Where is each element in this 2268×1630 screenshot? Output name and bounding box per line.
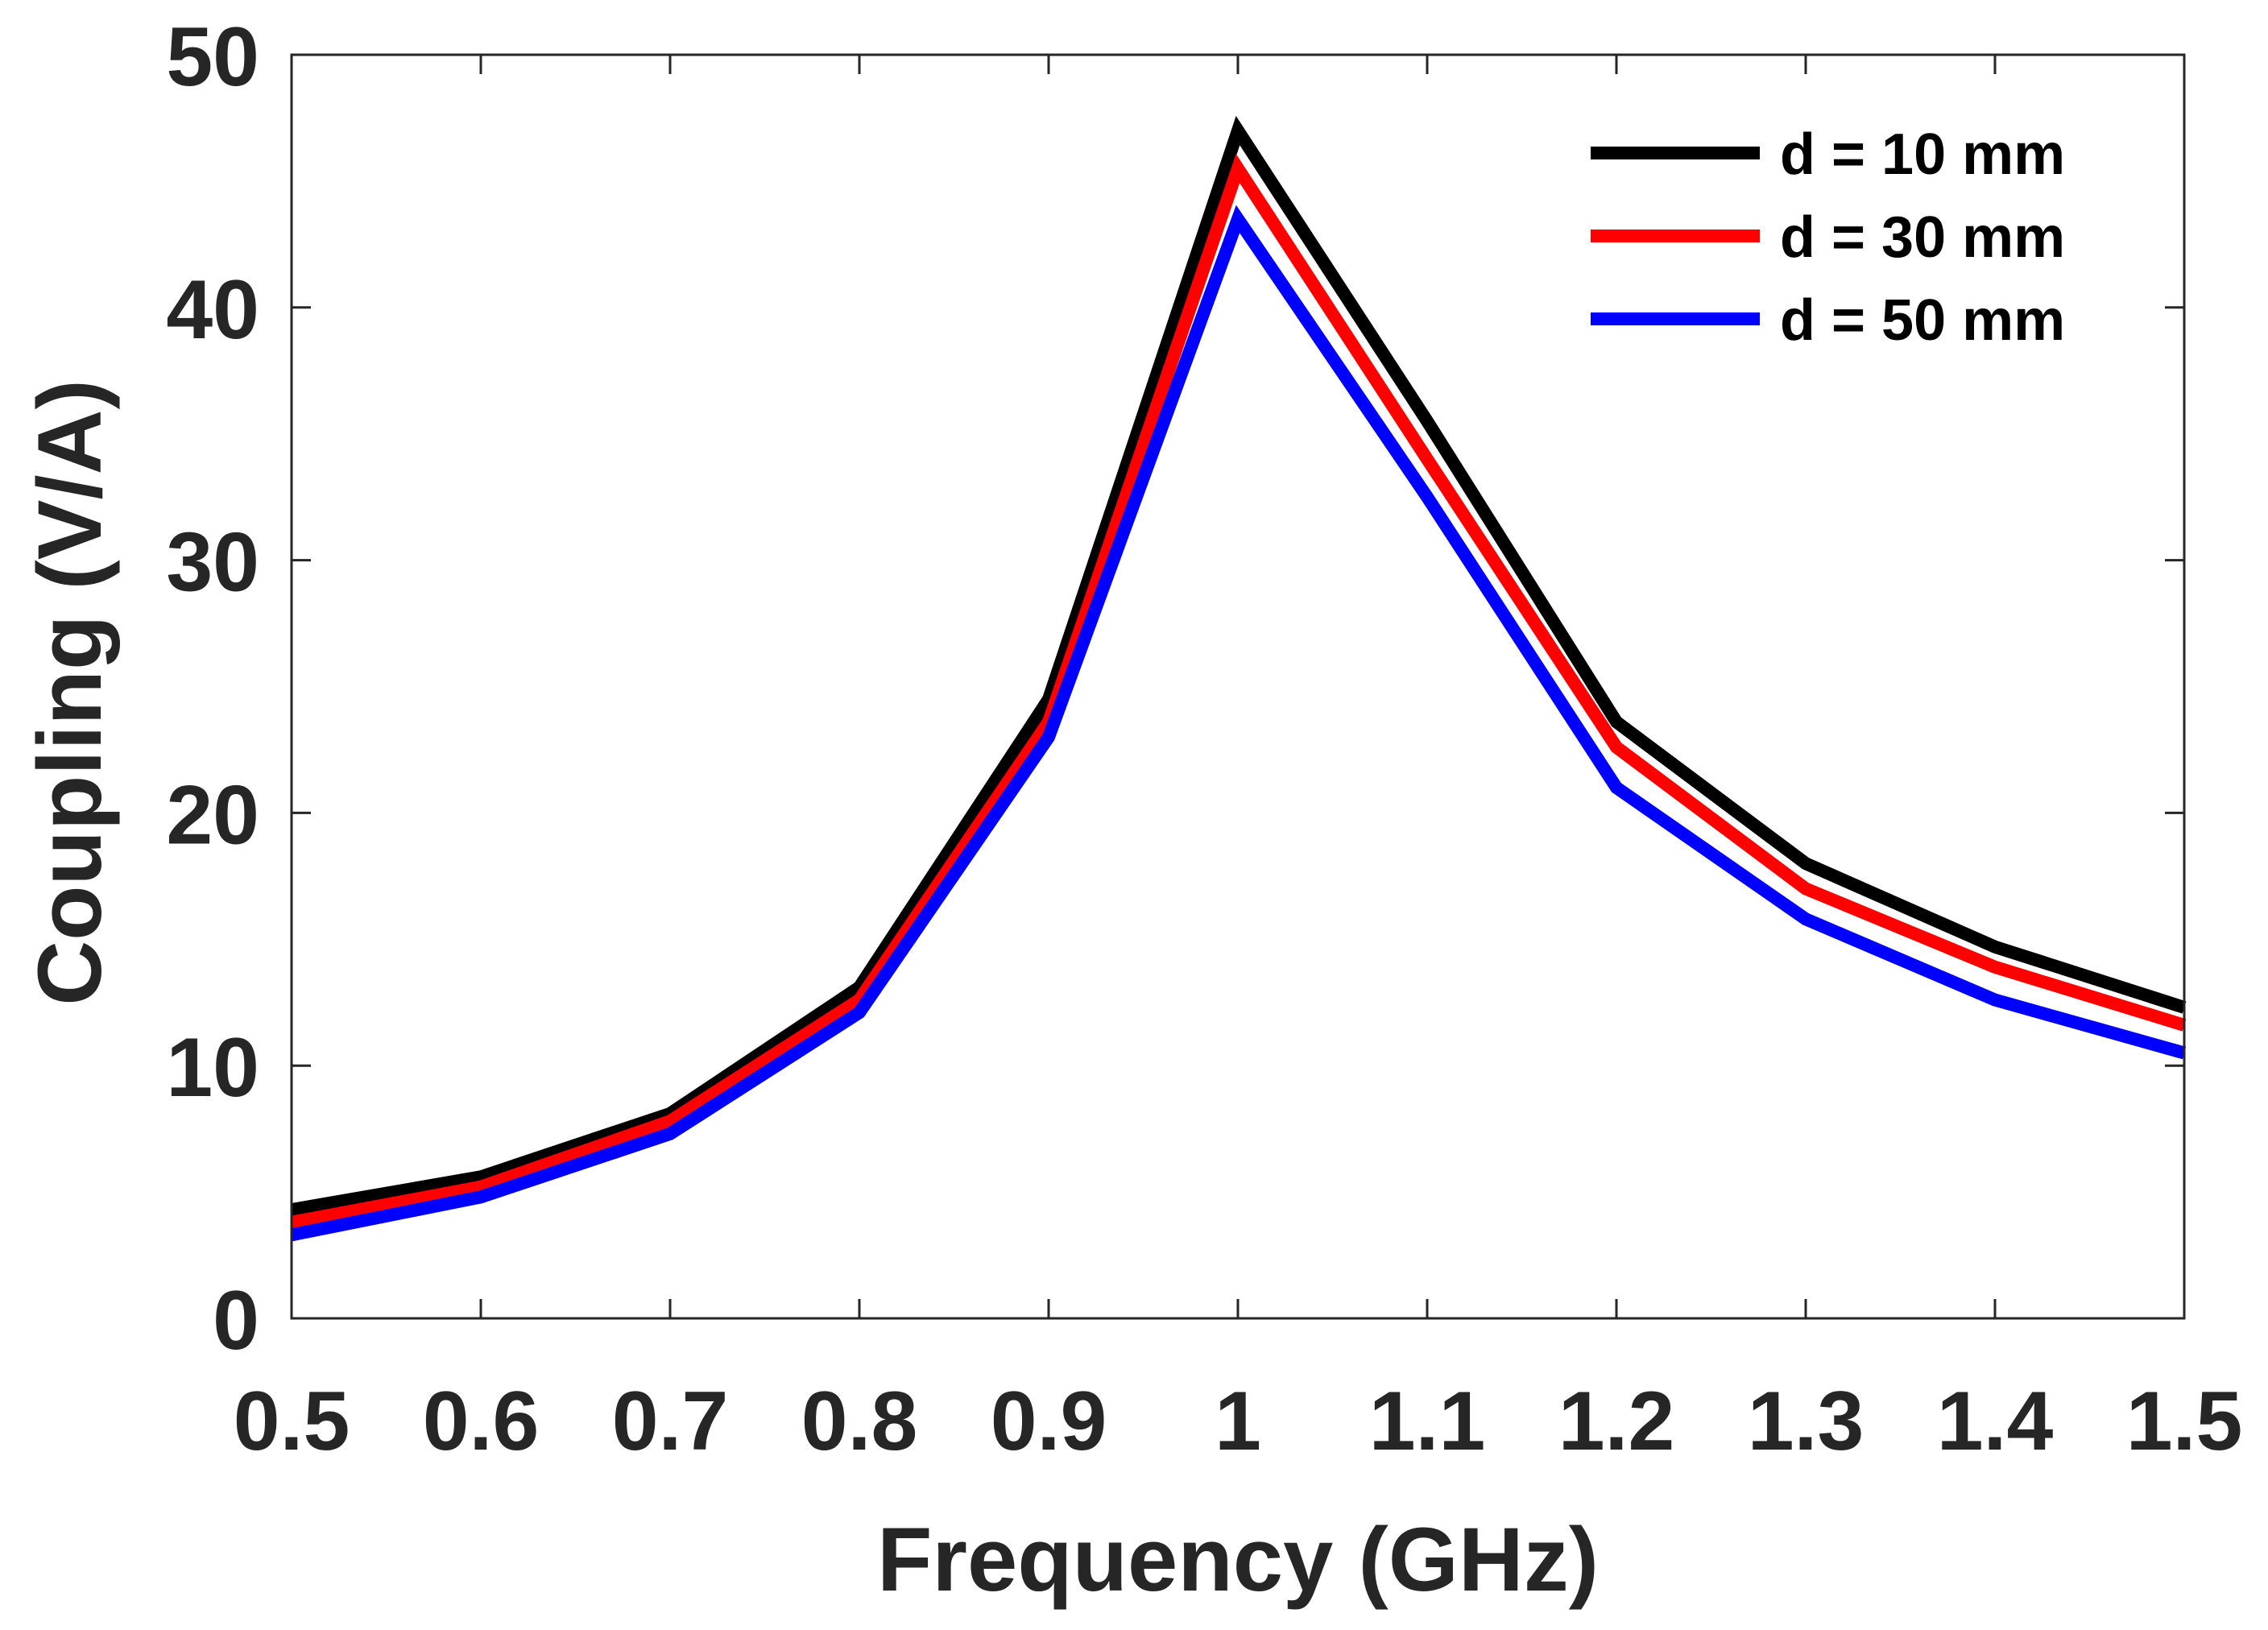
y-tick-label: 30 bbox=[166, 516, 259, 610]
y-axis-label: Coupling (V/A) bbox=[19, 379, 120, 1006]
x-tick-label: 1.3 bbox=[1748, 1375, 1864, 1468]
series-line-1 bbox=[290, 115, 2187, 1216]
plot-background bbox=[292, 55, 2184, 1318]
legend: d = 10 mm d = 30 mm d = 50 mm bbox=[1591, 122, 2065, 353]
x-tick-label: 0.9 bbox=[991, 1375, 1107, 1468]
plot-area bbox=[292, 55, 2184, 1318]
x-axis-label: Frequency (GHz) bbox=[877, 1509, 1599, 1610]
y-tick-label: 10 bbox=[166, 1021, 259, 1115]
series-layer bbox=[290, 115, 2187, 1242]
x-tick-label: 1.2 bbox=[1558, 1375, 1675, 1468]
x-tick-label: 1 bbox=[1215, 1375, 1261, 1468]
x-tick-label: 0.7 bbox=[612, 1375, 729, 1468]
x-tick-label: 0.5 bbox=[234, 1375, 350, 1468]
y-tick-label: 0 bbox=[213, 1274, 259, 1367]
series-line-2 bbox=[290, 154, 2187, 1229]
ticks-layer: 0.5 0.6 0.7 0.8 0.9 1 1.1 1.2 1.3 1.4 1.5 0 10 20 30 40… bbox=[166, 10, 2242, 1468]
x-tick-label: 1.4 bbox=[1937, 1375, 2054, 1468]
x-tick-label: 0.6 bbox=[423, 1375, 540, 1468]
y-tick-label: 40 bbox=[166, 263, 259, 357]
y-tick-label: 50 bbox=[166, 10, 259, 104]
series-line-3 bbox=[290, 205, 2187, 1242]
y-tick-label: 20 bbox=[166, 768, 259, 862]
x-tick-label: 1.1 bbox=[1369, 1375, 1486, 1468]
legend-label-3: d = 50 mm bbox=[1780, 288, 2065, 353]
x-tick-label: 0.8 bbox=[801, 1375, 918, 1468]
x-tick-label: 1.5 bbox=[2126, 1375, 2243, 1468]
legend-label-2: d = 30 mm bbox=[1780, 205, 2065, 270]
legend-label-1: d = 10 mm bbox=[1780, 122, 2065, 187]
